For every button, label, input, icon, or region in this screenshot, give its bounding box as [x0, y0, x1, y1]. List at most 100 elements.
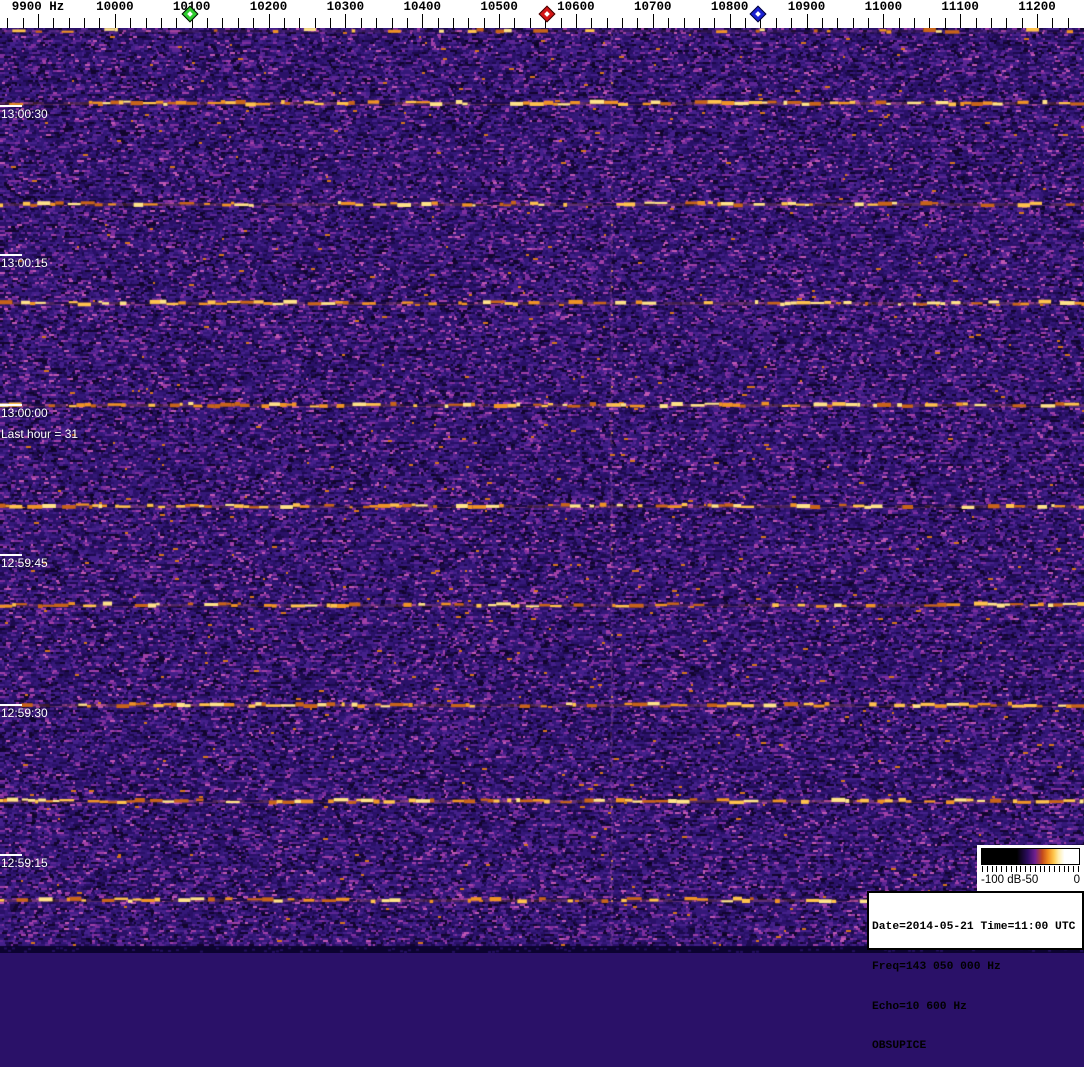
- freq-tick: [1006, 18, 1008, 28]
- freq-label: 11100: [941, 0, 979, 14]
- freq-tick: [837, 18, 839, 28]
- freq-label: 10500: [480, 0, 518, 14]
- freq-tick: [283, 18, 285, 28]
- freq-tick: [791, 18, 793, 28]
- freq-tick: [84, 18, 86, 28]
- time-tick: [0, 404, 22, 406]
- freq-tick: [714, 18, 716, 28]
- freq-tick: [591, 18, 593, 28]
- freq-tick: [191, 14, 193, 28]
- freq-tick: [529, 18, 531, 28]
- freq-tick: [745, 18, 747, 28]
- time-tick: [0, 254, 22, 256]
- colorbar-tick: [1054, 866, 1055, 872]
- colorbar-tick: [982, 866, 983, 872]
- amplitude-colorbar[interactable]: -100 dB -50 0: [977, 845, 1084, 891]
- freq-tick: [960, 14, 962, 28]
- colorbar-tick: [991, 866, 993, 872]
- info-box: Date=2014-05-21 Time=11:00 UTC Freq=143 …: [867, 891, 1084, 1052]
- freq-tick: [330, 18, 332, 28]
- time-label: 12:59:15: [1, 856, 48, 870]
- freq-label: 10800: [710, 0, 749, 14]
- colorbar-tick: [1001, 866, 1003, 872]
- freq-tick: [176, 18, 178, 28]
- freq-tick: [53, 18, 55, 28]
- freq-tick: [22, 18, 24, 28]
- last-hour-count-label: Last hour = 31: [1, 427, 79, 441]
- freq-tick: [237, 18, 239, 28]
- freq-tick: [7, 18, 9, 28]
- freq-tick: [929, 18, 931, 28]
- freq-tick: [160, 18, 162, 28]
- freq-tick: [314, 18, 316, 28]
- freq-tick: [345, 14, 347, 28]
- freq-tick: [622, 18, 624, 28]
- frequency-ruler[interactable]: 9900 Hz100001010010200103001040010500106…: [0, 0, 1084, 28]
- colorbar-tick: [1025, 866, 1027, 872]
- freq-tick: [560, 18, 562, 28]
- time-tick: [0, 554, 22, 556]
- freq-tick: [114, 14, 116, 28]
- marker-center-dot: [544, 11, 550, 17]
- colorbar-tick: [1039, 866, 1041, 872]
- colorbar-tick: [1063, 866, 1065, 872]
- freq-tick: [268, 14, 270, 28]
- time-tick: [0, 854, 22, 856]
- freq-tick: [990, 18, 992, 28]
- colorbar-tick: [1030, 866, 1031, 872]
- colorbar-label-max: 0: [1073, 874, 1080, 886]
- marker-blue-diamond[interactable]: [749, 5, 767, 23]
- freq-tick: [867, 18, 869, 28]
- marker-center-dot: [187, 11, 193, 17]
- freq-tick: [914, 18, 916, 28]
- freq-tick: [68, 18, 70, 28]
- colorbar-ticks: [982, 866, 1079, 872]
- colorbar-label-min: -100 dB: [981, 874, 1022, 886]
- freq-tick: [898, 18, 900, 28]
- info-line-echo: Echo=10 600 Hz: [872, 1000, 967, 1013]
- freq-tick: [606, 18, 608, 28]
- freq-label: 10400: [403, 0, 442, 14]
- freq-label: 10900: [787, 0, 826, 14]
- freq-tick: [468, 18, 470, 28]
- freq-tick: [637, 18, 639, 28]
- freq-tick: [207, 18, 209, 28]
- colorbar-tick: [1049, 866, 1051, 872]
- colorbar-tick: [986, 866, 988, 872]
- freq-tick: [130, 18, 132, 28]
- freq-tick: [806, 14, 808, 28]
- colorbar-tick: [1010, 866, 1012, 872]
- time-label: 12:59:30: [1, 706, 48, 720]
- colorbar-tick: [996, 866, 998, 872]
- freq-label: 9900 Hz: [11, 0, 65, 14]
- freq-tick: [437, 18, 439, 28]
- freq-tick: [729, 14, 731, 28]
- freq-tick: [483, 18, 485, 28]
- colorbar-tick: [1006, 866, 1007, 872]
- freq-tick: [545, 18, 547, 28]
- time-label: 13:00:00: [1, 406, 48, 420]
- freq-tick: [1067, 18, 1069, 28]
- freq-label: 10300: [326, 0, 365, 14]
- time-tick: [0, 105, 22, 107]
- freq-tick: [575, 14, 577, 28]
- freq-tick: [376, 18, 378, 28]
- time-label: 12:59:45: [1, 556, 48, 570]
- colorbar-tick: [1068, 866, 1070, 872]
- freq-tick: [1021, 18, 1023, 28]
- freq-tick: [299, 18, 301, 28]
- colorbar-tick: [1015, 866, 1017, 872]
- freq-tick: [775, 18, 777, 28]
- marker-red-diamond[interactable]: [538, 5, 556, 23]
- freq-tick: [1052, 18, 1054, 28]
- colorbar-tick: [1020, 866, 1022, 872]
- freq-tick: [222, 18, 224, 28]
- freq-label: 11000: [864, 0, 903, 14]
- colorbar-gradient: [981, 848, 1080, 865]
- time-tick: [0, 704, 22, 706]
- freq-label: 10200: [249, 0, 288, 14]
- freq-tick: [683, 18, 685, 28]
- freq-tick: [698, 18, 700, 28]
- freq-tick: [391, 18, 393, 28]
